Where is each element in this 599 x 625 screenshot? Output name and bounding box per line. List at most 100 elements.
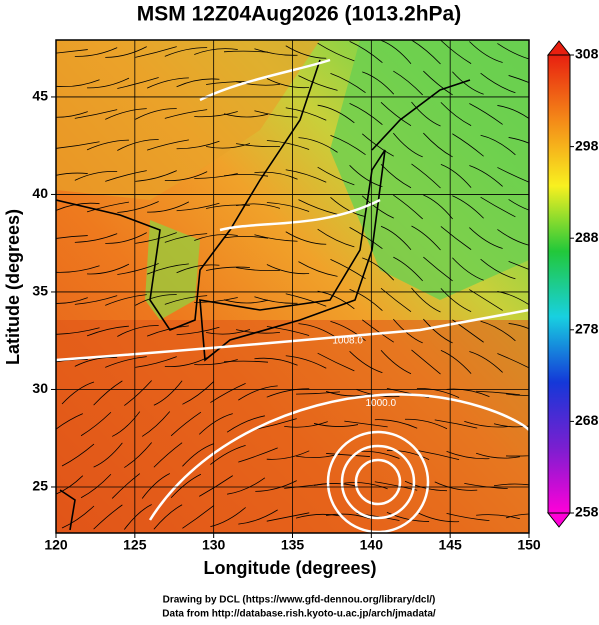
colorbar-arrow bbox=[546, 40, 572, 56]
streamline bbox=[298, 199, 338, 215]
streamline bbox=[170, 411, 202, 437]
streamline bbox=[146, 263, 189, 275]
streamline bbox=[235, 81, 280, 86]
streamline bbox=[386, 449, 430, 460]
streamline bbox=[164, 47, 208, 57]
streamline bbox=[349, 40, 383, 63]
y-tick-label: 35 bbox=[32, 283, 48, 299]
streamline bbox=[112, 411, 141, 437]
streamline bbox=[440, 164, 472, 188]
streamline bbox=[74, 109, 118, 119]
streamline bbox=[508, 75, 529, 83]
streamline bbox=[266, 78, 310, 89]
streamline bbox=[361, 133, 394, 157]
streamline bbox=[56, 79, 100, 87]
streamline bbox=[393, 132, 423, 158]
streamline bbox=[508, 323, 529, 330]
streamline bbox=[206, 329, 251, 335]
streamline bbox=[313, 483, 359, 487]
streamline bbox=[317, 166, 355, 186]
streamline bbox=[480, 72, 516, 94]
streamline bbox=[176, 264, 220, 274]
streamline bbox=[349, 288, 383, 311]
streamline bbox=[285, 293, 327, 307]
streamline bbox=[497, 167, 529, 183]
streamline bbox=[374, 419, 418, 429]
y-tick-label: 40 bbox=[32, 185, 48, 201]
streamline bbox=[298, 137, 338, 153]
streamline bbox=[469, 41, 503, 63]
streamline bbox=[61, 381, 95, 405]
streamline bbox=[493, 423, 529, 428]
streamline bbox=[266, 326, 310, 336]
streamline bbox=[266, 512, 310, 522]
streamline bbox=[56, 297, 88, 304]
streamline bbox=[349, 165, 383, 188]
streamline bbox=[105, 170, 147, 182]
streamline bbox=[194, 297, 238, 303]
streamline bbox=[505, 393, 529, 396]
streamline bbox=[117, 201, 159, 213]
x-tick-label: 150 bbox=[517, 537, 541, 553]
streamline bbox=[480, 134, 516, 156]
streamline bbox=[153, 504, 183, 530]
streamline bbox=[80, 473, 112, 499]
streamline bbox=[411, 287, 441, 313]
streamline bbox=[105, 46, 147, 58]
streamline bbox=[87, 77, 130, 89]
streamline bbox=[194, 234, 238, 241]
streamline bbox=[236, 143, 280, 148]
streamline bbox=[93, 380, 123, 406]
streamline bbox=[86, 139, 129, 151]
streamline bbox=[56, 265, 100, 273]
streamline bbox=[153, 380, 183, 406]
streamline bbox=[226, 415, 265, 433]
y-tick-label: 30 bbox=[32, 380, 48, 396]
streamline bbox=[206, 204, 250, 209]
streamline bbox=[493, 483, 529, 487]
colorbar-tick-label: 278 bbox=[575, 321, 599, 337]
streamline bbox=[147, 201, 190, 213]
streamline bbox=[440, 40, 472, 64]
streamline bbox=[476, 390, 520, 396]
streamline bbox=[266, 264, 310, 275]
streamline bbox=[117, 139, 159, 151]
streamline bbox=[285, 231, 327, 245]
streamline bbox=[170, 473, 202, 499]
colorbar-tick-label: 258 bbox=[575, 504, 599, 520]
streamline bbox=[254, 234, 298, 242]
streamline bbox=[411, 101, 441, 127]
streamline bbox=[393, 256, 423, 282]
streamline bbox=[117, 77, 159, 89]
streamline bbox=[206, 143, 251, 149]
streamline bbox=[380, 225, 412, 250]
isobars bbox=[56, 58, 529, 533]
streamline bbox=[56, 172, 88, 176]
streamline bbox=[164, 171, 208, 181]
streamline bbox=[411, 40, 441, 65]
streamline bbox=[182, 505, 214, 529]
streamline bbox=[74, 295, 118, 305]
streamline bbox=[182, 381, 214, 405]
streamline bbox=[469, 103, 503, 125]
streamline bbox=[135, 232, 177, 244]
streamline bbox=[434, 419, 478, 429]
streamline bbox=[223, 235, 269, 239]
streamline bbox=[497, 229, 529, 246]
streamline bbox=[508, 199, 529, 211]
streamline bbox=[86, 325, 129, 337]
streamline bbox=[56, 141, 100, 149]
streamline bbox=[416, 512, 460, 523]
x-axis-label: Longitude (degrees) bbox=[203, 558, 376, 578]
streamline bbox=[117, 325, 159, 337]
streamline bbox=[105, 232, 147, 244]
streamline bbox=[236, 203, 281, 209]
streamline bbox=[199, 475, 233, 497]
streamline bbox=[176, 78, 220, 88]
streamline bbox=[295, 513, 341, 519]
colorbar-tick-label: 288 bbox=[575, 229, 599, 245]
streamline bbox=[164, 233, 208, 243]
colorbar-tick-label: 308 bbox=[575, 46, 599, 62]
x-tick-label: 125 bbox=[123, 537, 147, 553]
